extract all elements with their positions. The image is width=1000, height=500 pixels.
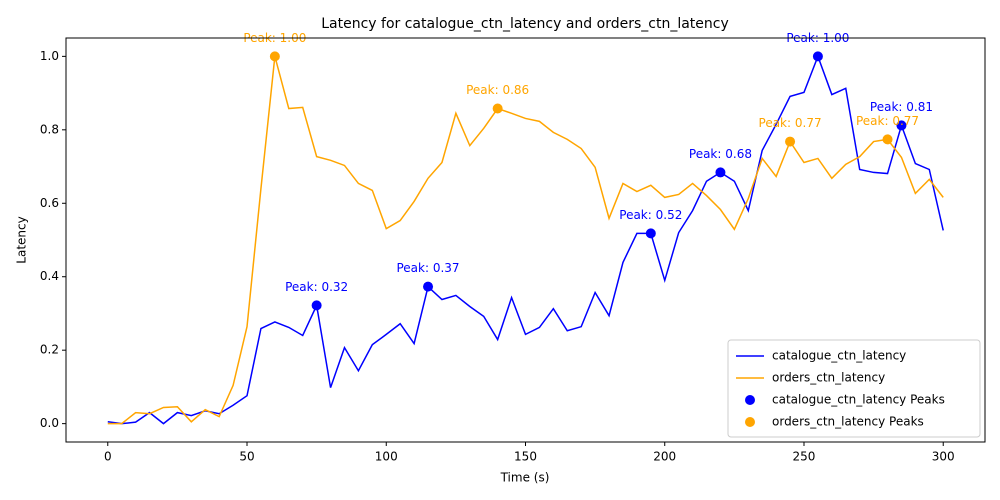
peak-label: Peak: 0.81	[870, 100, 933, 114]
y-axis-label: Latency	[15, 216, 29, 263]
y-tick-label: 0.8	[40, 122, 59, 136]
peak-marker	[311, 300, 322, 311]
legend-label: orders_ctn_latency	[772, 371, 885, 385]
x-tick-label: 50	[239, 450, 254, 464]
x-tick-label: 100	[375, 450, 398, 464]
peak-label: Peak: 0.37	[396, 261, 459, 275]
legend-box	[727, 339, 981, 438]
legend-marker	[745, 395, 755, 405]
peak-marker	[882, 134, 893, 145]
peak-marker	[423, 281, 434, 292]
x-axis-label: Time (s)	[500, 471, 550, 485]
peak-marker	[785, 136, 796, 147]
legend-label: catalogue_ctn_latency	[772, 349, 906, 363]
y-tick-label: 0.6	[40, 196, 59, 210]
peak-label: Peak: 0.86	[466, 83, 529, 97]
y-tick-label: 0.0	[40, 416, 59, 430]
peak-marker	[812, 51, 823, 62]
x-tick-label: 250	[793, 450, 816, 464]
chart-title: Latency for catalogue_ctn_latency and or…	[321, 16, 729, 32]
peak-marker	[269, 51, 280, 62]
legend-marker	[745, 417, 755, 427]
y-tick-label: 0.4	[40, 269, 59, 283]
x-tick-label: 150	[514, 450, 537, 464]
peak-marker	[715, 167, 726, 178]
peak-marker	[645, 228, 656, 239]
peak-label: Peak: 0.32	[285, 280, 348, 294]
peak-label: Peak: 0.52	[619, 208, 682, 222]
peak-marker	[492, 103, 503, 114]
peak-label: Peak: 0.68	[689, 147, 752, 161]
x-tick-label: 0	[104, 450, 112, 464]
legend-label: orders_ctn_latency Peaks	[772, 415, 924, 429]
legend-label: catalogue_ctn_latency Peaks	[772, 393, 945, 407]
x-tick-label: 200	[653, 450, 676, 464]
data-line	[107, 54, 944, 425]
peak-label: Peak: 0.77	[759, 116, 822, 130]
peak-marker	[896, 120, 907, 131]
plot-frame	[65, 37, 986, 443]
data-line	[107, 56, 944, 425]
y-tick-label: 0.2	[40, 343, 59, 357]
x-tick-label: 300	[932, 450, 955, 464]
peak-label: Peak: 0.77	[856, 114, 919, 128]
y-tick-label: 1.0	[40, 49, 59, 63]
